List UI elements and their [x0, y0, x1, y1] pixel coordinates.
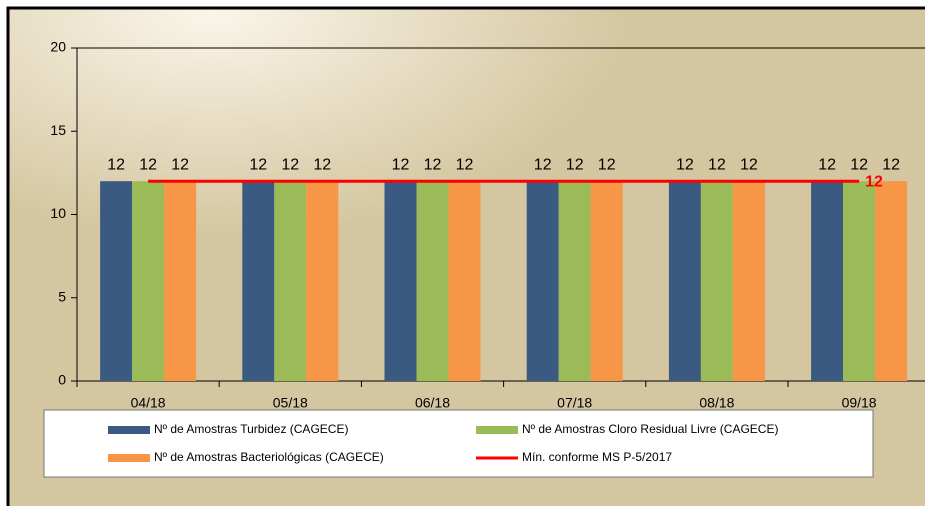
bar-value-label: 12	[708, 156, 726, 173]
y-tick-label: 10	[50, 205, 66, 221]
x-tick-label: 04/18	[131, 395, 166, 411]
bar	[590, 181, 623, 381]
legend-swatch	[108, 426, 150, 434]
bar	[242, 181, 275, 381]
legend-label: Nº de Amostras Bacteriológicas (CAGECE)	[154, 450, 384, 464]
x-tick-label: 05/18	[273, 395, 308, 411]
x-tick-label: 06/18	[415, 395, 450, 411]
legend-label: Mín. conforme MS P-5/2017	[522, 450, 672, 464]
bar	[526, 181, 559, 381]
bar-value-label: 12	[249, 156, 267, 173]
bar	[668, 181, 701, 381]
bar-value-label: 12	[171, 156, 189, 173]
bar	[875, 181, 908, 381]
bar-value-label: 12	[313, 156, 331, 173]
bar-value-label: 12	[392, 156, 410, 173]
bar-value-label: 12	[281, 156, 299, 173]
line-value-label: 12	[865, 173, 883, 190]
bar-value-label: 12	[566, 156, 584, 173]
bar-value-label: 12	[139, 156, 157, 173]
bar	[164, 181, 197, 381]
bar-value-label: 12	[424, 156, 442, 173]
bar	[811, 181, 844, 381]
bar-value-label: 12	[882, 156, 900, 173]
bar	[732, 181, 765, 381]
bar-value-label: 12	[740, 156, 758, 173]
bar-value-label: 12	[534, 156, 552, 173]
bar	[448, 181, 481, 381]
x-tick-label: 08/18	[699, 395, 734, 411]
legend-label: Nº de Amostras Cloro Residual Livre (CAG…	[522, 422, 778, 436]
bar	[384, 181, 417, 381]
x-tick-label: 09/18	[842, 395, 877, 411]
legend-box	[43, 409, 874, 478]
bar	[558, 181, 591, 381]
y-tick-label: 20	[50, 39, 66, 55]
bar-value-label: 12	[818, 156, 836, 173]
bar-value-label: 12	[456, 156, 474, 173]
bar	[274, 181, 307, 381]
bar-value-label: 12	[107, 156, 125, 173]
bar	[700, 181, 733, 381]
bar	[100, 181, 133, 381]
y-tick-label: 5	[58, 288, 66, 304]
y-tick-label: 0	[58, 372, 66, 388]
bar	[132, 181, 165, 381]
legend-swatch	[476, 426, 518, 434]
bar-value-label: 12	[850, 156, 868, 173]
bar	[843, 181, 876, 381]
x-tick-label: 07/18	[557, 395, 592, 411]
y-tick-label: 15	[50, 122, 66, 138]
bar-value-label: 12	[676, 156, 694, 173]
legend-swatch	[108, 454, 150, 462]
bar	[306, 181, 339, 381]
bar-value-label: 12	[598, 156, 616, 173]
legend-label: Nº de Amostras Turbidez (CAGECE)	[154, 422, 348, 436]
bar	[416, 181, 449, 381]
